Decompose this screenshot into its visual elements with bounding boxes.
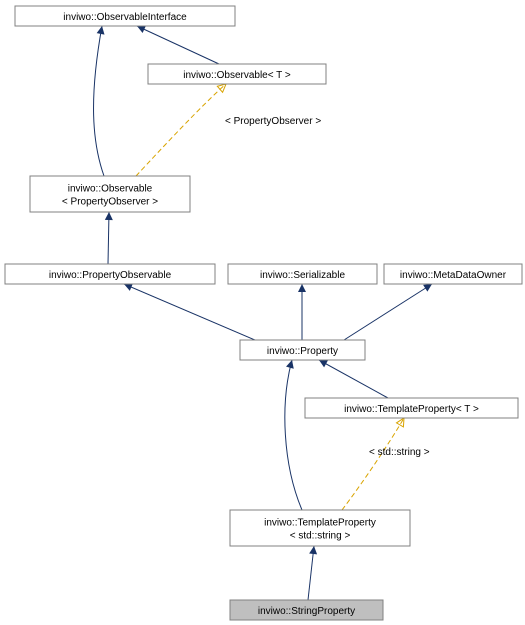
arrowhead-property-metaDataOwner [423, 284, 432, 292]
node-label-observableT: inviwo::Observable< T > [183, 70, 291, 81]
edge-label-templatePropertyStr-templatePropertyT: < std::string > [369, 447, 430, 458]
node-templatePropertyStr[interactable]: inviwo::TemplateProperty< std::string > [230, 510, 410, 546]
inheritance-diagram: < PropertyObserver >< std::string >inviw… [0, 0, 525, 625]
edge-stringProperty-templatePropertyStr [308, 546, 314, 600]
node-label-property: inviwo::Property [267, 346, 338, 357]
node-label-templatePropertyStr: inviwo::TemplateProperty [264, 517, 376, 528]
node-label-serializable: inviwo::Serializable [260, 270, 345, 281]
node-label-observablePO: inviwo::Observable [68, 183, 153, 194]
node-templatePropertyT[interactable]: inviwo::TemplateProperty< T > [305, 398, 518, 418]
node-label-templatePropertyT: inviwo::TemplateProperty< T > [344, 404, 479, 415]
nodes-layer: inviwo::ObservableInterfaceinviwo::Obser… [5, 6, 522, 620]
arrowhead-observablePO-observableInterface [97, 26, 105, 35]
node-observablePO[interactable]: inviwo::Observable< PropertyObserver > [30, 176, 190, 212]
arrowhead-templatePropertyStr-property [286, 360, 294, 369]
node-serializable[interactable]: inviwo::Serializable [228, 264, 377, 284]
edge-observablePO-observableInterface [94, 26, 104, 176]
node-label-observablePO: < PropertyObserver > [62, 196, 158, 207]
node-label-stringProperty: inviwo::StringProperty [258, 606, 355, 617]
node-stringProperty[interactable]: inviwo::StringProperty [230, 600, 383, 620]
node-label-metaDataOwner: inviwo::MetaDataOwner [400, 270, 507, 281]
node-observableT[interactable]: inviwo::Observable< T > [148, 64, 326, 84]
edge-templatePropertyStr-templatePropertyT [342, 418, 404, 510]
node-metaDataOwner[interactable]: inviwo::MetaDataOwner [384, 264, 522, 284]
arrowhead-templatePropertyStr-templatePropertyT [397, 418, 404, 427]
edge-property-metaDataOwner [344, 284, 432, 340]
arrowhead-property-serializable [298, 284, 306, 292]
edge-templatePropertyStr-property [285, 360, 302, 510]
edge-templatePropertyT-property [319, 360, 388, 398]
node-property[interactable]: inviwo::Property [240, 340, 365, 360]
edge-property-propertyObservable [124, 284, 255, 340]
node-label-propertyObservable: inviwo::PropertyObservable [49, 270, 172, 281]
edge-label-observablePO-observableT: < PropertyObserver > [225, 116, 321, 127]
node-observableInterface[interactable]: inviwo::ObservableInterface [15, 6, 235, 26]
arrowhead-stringProperty-templatePropertyStr [309, 546, 317, 554]
edge-observablePO-observableT [136, 84, 226, 176]
arrowhead-propertyObservable-observablePO [105, 212, 113, 220]
edge-observableT-observableInterface [137, 26, 219, 64]
node-propertyObservable[interactable]: inviwo::PropertyObservable [5, 264, 215, 284]
node-label-observableInterface: inviwo::ObservableInterface [63, 12, 187, 23]
node-label-templatePropertyStr: < std::string > [290, 530, 351, 541]
